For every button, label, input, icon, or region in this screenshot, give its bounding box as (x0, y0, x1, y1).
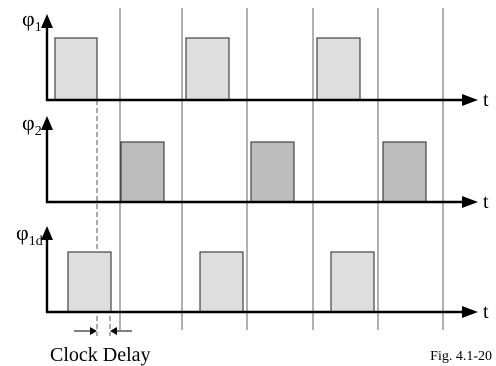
delay-arrow-left-head (90, 327, 97, 335)
pulse (250, 141, 295, 203)
pulse (185, 37, 230, 101)
signal-symbol: φ (22, 6, 35, 31)
clock-delay-marker (74, 327, 132, 335)
time-axis-arrow (462, 306, 478, 318)
signal-axis (45, 28, 466, 102)
time-axis-arrow (462, 196, 478, 208)
pulse (330, 251, 375, 313)
delay-arrow-right-head (110, 327, 117, 335)
signal-label: φ2 (22, 110, 42, 139)
time-axis-label: t (483, 191, 489, 213)
y-axis-arrow (41, 14, 53, 28)
signal-label: φ1d (16, 220, 43, 249)
y-axis-arrow (41, 116, 53, 130)
signal-row-phi2: φ2 t (22, 110, 489, 213)
signal-symbol: φ (16, 220, 29, 245)
period-gridlines (119, 8, 444, 330)
time-axis-arrow (462, 94, 478, 106)
time-axis-label: t (483, 89, 489, 111)
signal-subscript: 1 (35, 20, 42, 35)
pulse (199, 251, 244, 313)
pulse (382, 141, 427, 203)
signal-subscript: 1d (29, 234, 43, 249)
signal-axis (45, 130, 466, 204)
pulse (67, 251, 112, 313)
signal-symbol: φ (22, 110, 35, 135)
signal-label: φ1 (22, 6, 42, 35)
time-axis-label: t (483, 301, 489, 323)
pulse (54, 37, 98, 101)
signal-row-phi1: φ1 t (22, 6, 489, 111)
signal-axis (45, 240, 466, 314)
pulse (120, 141, 165, 203)
clock-delay-label: Clock Delay (50, 344, 151, 366)
signal-row-phi1d: φ1d t (16, 220, 489, 323)
y-axis-arrow (41, 226, 53, 240)
figure-caption: Fig. 4.1-20 (430, 349, 492, 364)
pulse (316, 37, 361, 101)
signal-subscript: 2 (35, 124, 42, 139)
